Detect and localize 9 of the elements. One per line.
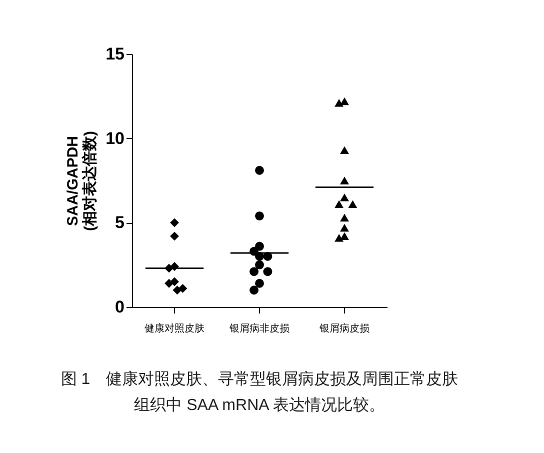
y-tick-label: 5 (115, 213, 124, 232)
x-tick-label: 银屑病皮损 (318, 322, 370, 334)
y-tick-label: 10 (106, 128, 124, 148)
x-tick-label: 银屑病非皮损 (228, 322, 290, 334)
y-tick-label: 15 (106, 44, 124, 64)
x-tick-label: 健康对照皮肤 (144, 322, 204, 334)
y-tick-label: 0 (115, 298, 124, 316)
y-axis-title: SAA/GAPDH (相对表达倍数) (64, 131, 99, 231)
caption: 图 1 健康对照皮肤、寻常型银屑病皮损及周围正常皮肤组织中 SAA mRNA 表达情况比较。 (60, 370, 458, 414)
